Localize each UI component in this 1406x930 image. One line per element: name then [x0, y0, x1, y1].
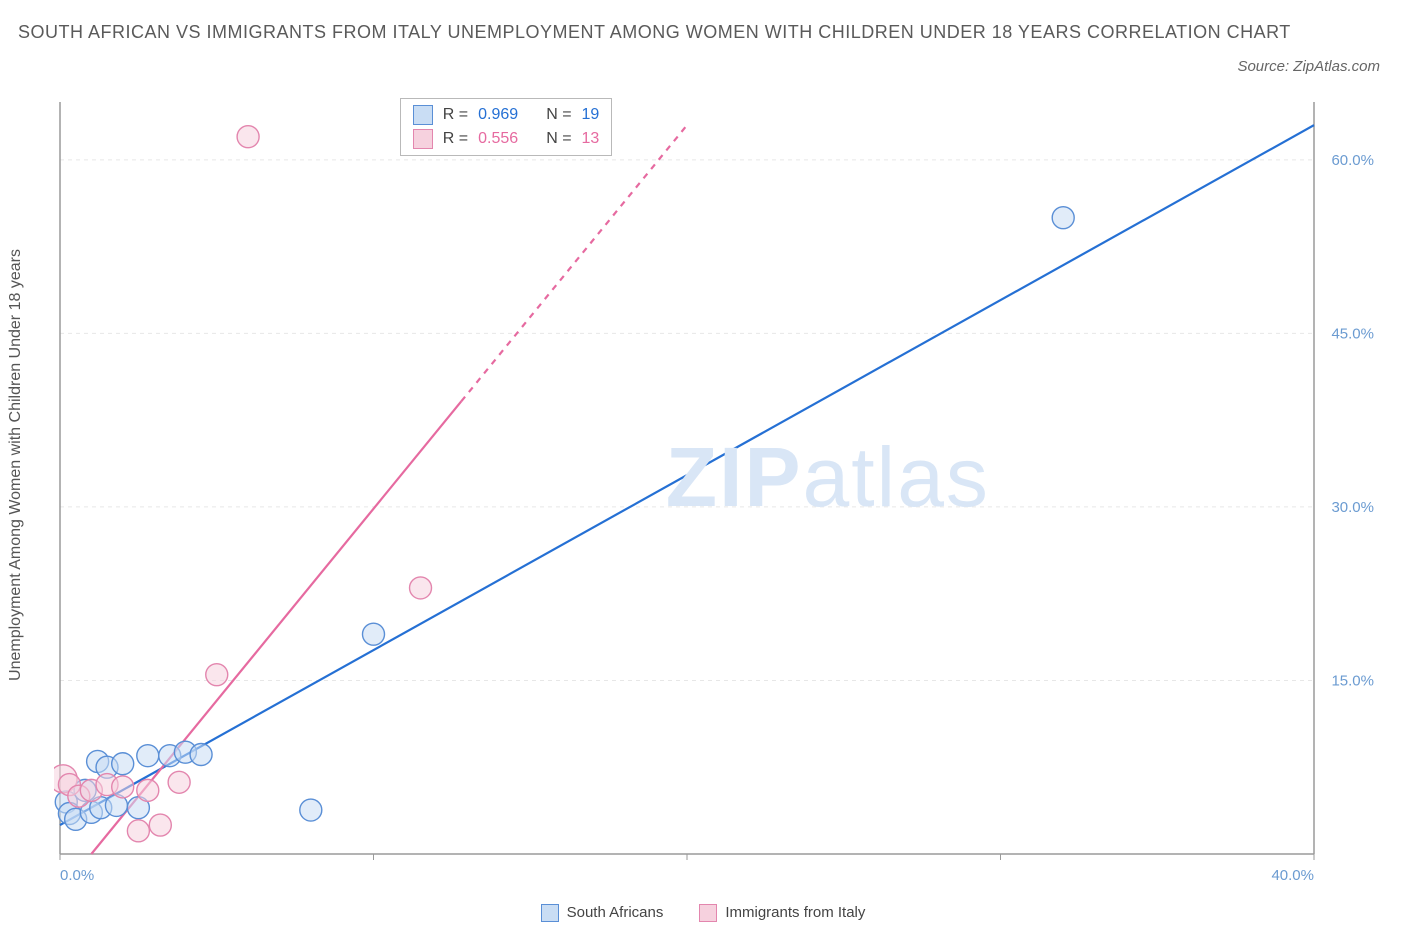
stats-n-value: 19 — [582, 103, 600, 127]
svg-text:60.0%: 60.0% — [1331, 152, 1374, 169]
legend-label: South Africans — [567, 904, 664, 921]
stats-row: R = 0.969 N = 19 — [413, 103, 600, 127]
chart-title: SOUTH AFRICAN VS IMMIGRANTS FROM ITALY U… — [18, 18, 1388, 47]
legend-item: South Africans — [541, 904, 664, 922]
stats-n-value: 13 — [582, 127, 600, 151]
legend-label: Immigrants from Italy — [725, 904, 865, 921]
stats-n-label: N = — [546, 127, 571, 151]
title-area: SOUTH AFRICAN VS IMMIGRANTS FROM ITALY U… — [18, 18, 1388, 47]
svg-text:40.0%: 40.0% — [1271, 867, 1314, 884]
stats-row: R = 0.556 N = 13 — [413, 127, 600, 151]
legend-bottom: South Africans Immigrants from Italy — [0, 904, 1406, 922]
stats-r-value: 0.969 — [478, 103, 518, 127]
legend-swatch — [699, 904, 717, 922]
stats-n-label: N = — [546, 103, 571, 127]
stats-r-label: R = — [443, 127, 468, 151]
plot-area: 0.0%40.0%15.0%30.0%45.0%60.0% ZIPatlas R… — [54, 98, 1384, 886]
stats-r-value: 0.556 — [478, 127, 518, 151]
scatter-chart: 0.0% 40.0% 15.0% 30.0% 45.0% 60.0% — [54, 98, 1384, 886]
stats-r-label: R = — [443, 103, 468, 127]
legend-item: Immigrants from Italy — [699, 904, 865, 922]
y-axis-label: Unemployment Among Women with Children U… — [7, 249, 25, 681]
svg-text:30.0%: 30.0% — [1331, 499, 1374, 516]
stats-legend-box: R = 0.969 N = 19 R = 0.556 N = 13 — [400, 98, 613, 156]
legend-swatch — [541, 904, 559, 922]
svg-text:0.0%: 0.0% — [60, 867, 94, 884]
stats-swatch — [413, 105, 433, 125]
source-label: Source: ZipAtlas.com — [1237, 58, 1380, 75]
stats-swatch — [413, 129, 433, 149]
svg-text:15.0%: 15.0% — [1331, 672, 1374, 689]
svg-text:45.0%: 45.0% — [1331, 325, 1374, 342]
